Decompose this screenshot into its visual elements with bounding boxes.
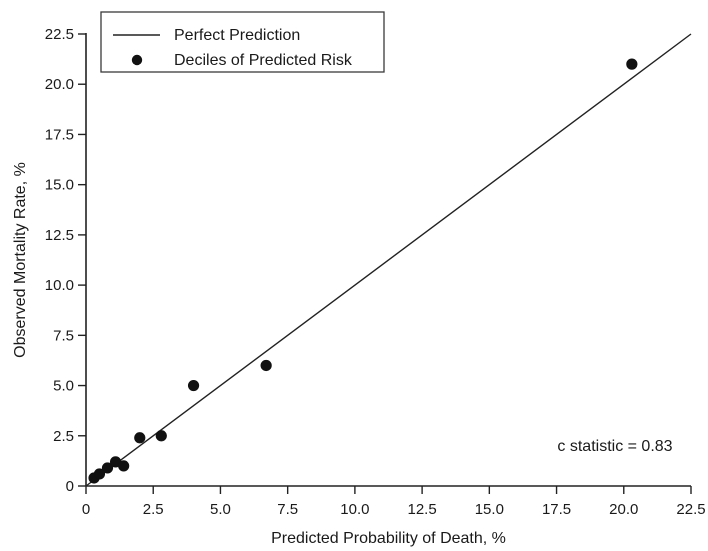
legend-point-label: Deciles of Predicted Risk — [174, 52, 353, 69]
x-tick-label: 10.0 — [340, 501, 369, 518]
x-tick-label: 2.5 — [143, 501, 164, 518]
perfect-prediction-line — [85, 33, 692, 487]
labels-layer: Predicted Probability of Death, % Observe… — [12, 162, 673, 547]
decile-risk-point — [155, 430, 167, 442]
y-tick-label: 10.0 — [45, 277, 74, 294]
decile-risk-point — [118, 460, 130, 472]
legend-point-swatch — [131, 54, 143, 66]
decile-risk-point — [134, 432, 146, 444]
y-tick-label: 17.5 — [45, 126, 74, 143]
y-tick-label: 20.0 — [45, 76, 74, 93]
x-tick-label: 20.0 — [609, 501, 638, 518]
y-tick-label: 2.5 — [53, 428, 74, 445]
decile-risk-point — [93, 468, 106, 480]
x-tick-label: 17.5 — [542, 501, 571, 518]
axes-layer: 0 2.5 5.0 7.5 10.0 12.5 15.0 17.5 20.0 22.5 0 2.5 5.… — [45, 26, 706, 518]
y-tick-label: 0 — [66, 478, 74, 495]
y-tick-label: 22.5 — [45, 26, 74, 43]
x-tick-label: 15.0 — [475, 501, 504, 518]
x-tick-label: 0 — [82, 501, 90, 518]
decile-risk-point — [260, 359, 272, 372]
y-tick-label: 7.5 — [53, 327, 74, 344]
y-tick-label: 12.5 — [45, 227, 74, 244]
y-tick-label: 15.0 — [45, 177, 74, 194]
x-tick-label: 12.5 — [408, 501, 437, 518]
x-tick-label: 22.5 — [676, 501, 705, 518]
c-statistic-annotation: c statistic = 0.83 — [557, 438, 672, 455]
legend-line-label: Perfect Prediction — [174, 27, 300, 44]
y-axis-label: Observed Mortality Rate, % — [12, 162, 29, 358]
x-tick-label: 5.0 — [210, 501, 231, 518]
legend-layer: Perfect Prediction Deciles of Predicted R… — [100, 11, 385, 73]
plot-layer — [85, 33, 692, 487]
legend-box — [100, 11, 385, 73]
decile-risk-point — [187, 379, 200, 392]
x-axis-label: Predicted Probability of Death, % — [271, 530, 506, 547]
y-tick-label: 5.0 — [53, 378, 74, 395]
x-tick-label: 7.5 — [277, 501, 298, 518]
decile-risk-point — [626, 58, 638, 70]
decile-risk-point — [101, 462, 114, 474]
